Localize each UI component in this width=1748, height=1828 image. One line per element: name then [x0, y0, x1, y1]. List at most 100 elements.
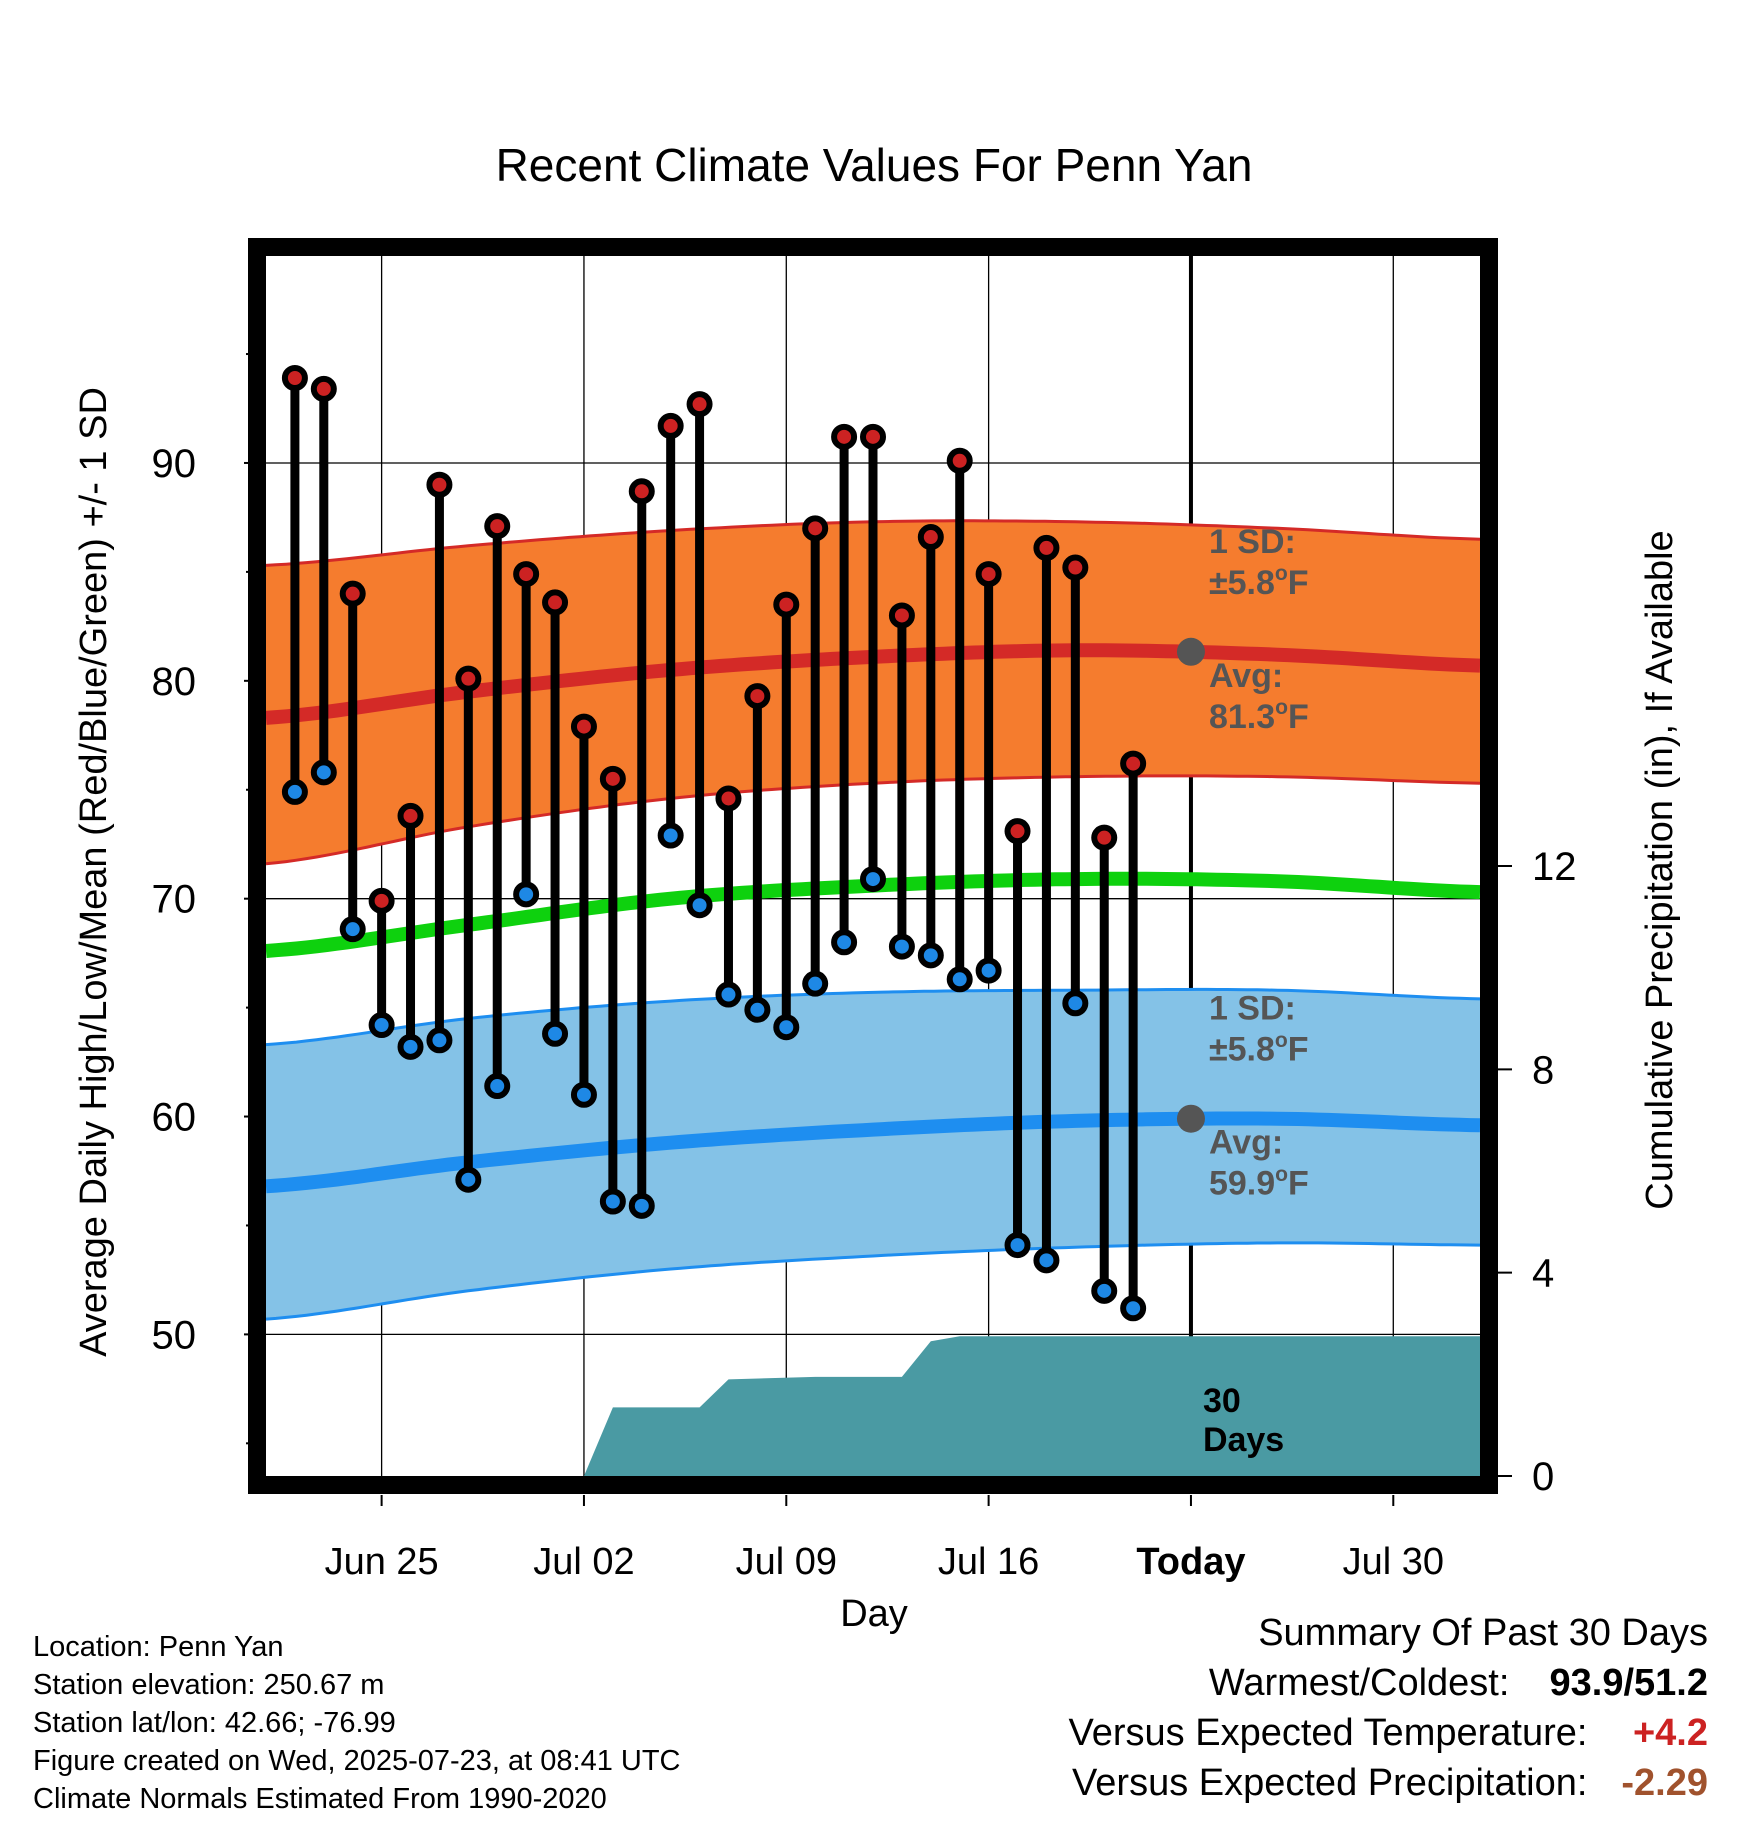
low-point [686, 892, 713, 919]
summary-temp: Versus Expected Temperature: +4.2 [1069, 1708, 1708, 1758]
summary-panel: Summary Of Past 30 Days Warmest/Coldest:… [1069, 1608, 1708, 1808]
low-point [860, 866, 886, 893]
axes: 50 60 70 80 90 0 4 8 12 Jun 25 Jul 02 Jul 09 Jul 16 T… [152, 353, 1577, 1583]
high-point [628, 478, 655, 505]
high-point [744, 683, 771, 710]
summary-title: Summary Of Past 30 Days [1258, 1612, 1708, 1654]
high-sd-value: ±5.8oF [1209, 562, 1309, 602]
low-point [484, 1073, 511, 1100]
high-point [1091, 824, 1118, 851]
high-avg-label: Avg: [1209, 657, 1283, 695]
low-point [310, 759, 337, 786]
x-tick-label: Jul 30 [1343, 1541, 1444, 1583]
low-point [397, 1033, 424, 1060]
low-point [281, 778, 308, 805]
high-point [599, 765, 626, 792]
low-sd-band-lower-edge [265, 1241, 1481, 1321]
x-tick-label: Jul 09 [736, 1541, 837, 1583]
low-avg-label: Avg: [1209, 1124, 1283, 1162]
y2-tick-label: 4 [1532, 1252, 1554, 1296]
high-point [1062, 554, 1089, 581]
high-point [570, 713, 597, 740]
low-point [368, 1012, 395, 1039]
temp-anomaly-value: +4.2 [1632, 1712, 1708, 1754]
precip-anomaly-value: -2.29 [1621, 1762, 1708, 1804]
high-point [715, 785, 742, 812]
high-point [397, 802, 424, 829]
latlon-text: Station lat/lon: 42.66; -76.99 [33, 1707, 396, 1739]
x-tick-label: Today [1136, 1541, 1245, 1583]
temp-anomaly-label: Versus Expected Temperature: [1068, 1712, 1588, 1754]
daily-markers [281, 365, 1147, 1322]
high-point [917, 524, 944, 551]
low-point [426, 1027, 453, 1054]
high-point [686, 391, 713, 418]
x-tick-label: Jun 25 [325, 1541, 439, 1583]
low-point [946, 966, 973, 993]
precipitation-area [584, 1336, 1480, 1476]
low-point [455, 1166, 482, 1193]
high-point [484, 513, 511, 540]
low-sd-band [266, 989, 1480, 1320]
low-point [888, 933, 915, 960]
high-sd-label: 1 SD: [1209, 523, 1296, 561]
high-point [860, 423, 886, 450]
low-point [715, 981, 742, 1008]
daily-range-bars [290, 378, 1138, 1309]
high-point [513, 561, 540, 588]
location-text: Location: Penn Yan [33, 1631, 284, 1663]
low-point [657, 822, 684, 849]
high-point [888, 602, 915, 629]
summary-warm-cold: Warmest/Coldest: 93.9/51.2 [1069, 1658, 1708, 1708]
low-sd-value: ±5.8oF [1209, 1029, 1309, 1069]
y-axis-label: Average Daily High/Low/Mean (Red/Blue/Gr… [73, 387, 115, 1357]
low-avg-value: 59.9oF [1209, 1163, 1309, 1203]
low-sd-label: 1 SD: [1209, 990, 1296, 1028]
y-tick-label: 90 [152, 442, 197, 486]
high-avg-value: 81.3oF [1209, 696, 1309, 736]
y2-tick-label: 0 [1532, 1455, 1554, 1499]
warm-cold-value: 93.9/51.2 [1549, 1662, 1708, 1704]
low-point [599, 1188, 626, 1215]
x-tick-label: Jul 02 [533, 1541, 634, 1583]
days-window-number: 30 [1203, 1382, 1241, 1420]
low-avg-today-marker [1176, 1104, 1205, 1133]
high-point [773, 591, 800, 618]
low-point [1091, 1277, 1118, 1304]
x-tick-label: Jul 16 [938, 1541, 1039, 1583]
high-point [426, 471, 453, 498]
precip-area [584, 1336, 1480, 1476]
warm-cold-label: Warmest/Coldest: [1208, 1662, 1510, 1704]
station-info: Location: Penn Yan Station elevation: 25… [33, 1628, 681, 1818]
high-point [946, 447, 973, 474]
low-point [1033, 1247, 1060, 1274]
plot-frame [248, 238, 1498, 1494]
precip-anomaly-label: Versus Expected Precipitation: [1072, 1762, 1588, 1804]
elevation-text: Station elevation: 250.67 m [33, 1669, 385, 1701]
high-point [368, 887, 395, 914]
low-point [570, 1081, 597, 1108]
high-point [339, 580, 366, 607]
high-point [542, 589, 569, 616]
high-point [802, 515, 829, 542]
high-point [831, 423, 858, 450]
low-point [917, 942, 944, 969]
low-point [802, 970, 829, 997]
high-point [1033, 534, 1060, 561]
y-tick-label: 60 [152, 1096, 197, 1140]
high-point [1004, 818, 1031, 845]
normals-text: Climate Normals Estimated From 1990-2020 [33, 1783, 607, 1815]
x-axis-label: Day [840, 1593, 908, 1635]
high-point [310, 375, 337, 402]
chart-title: Recent Climate Values For Penn Yan [496, 139, 1253, 191]
high-point [1120, 750, 1147, 777]
created-text: Figure created on Wed, 2025-07-23, at 08… [33, 1745, 681, 1777]
low-point [1062, 990, 1089, 1017]
low-point [513, 881, 540, 908]
y-tick-label: 70 [152, 878, 197, 922]
high-point [455, 665, 482, 692]
summary-precip: Versus Expected Precipitation: -2.29 [1069, 1758, 1708, 1808]
low-point [1120, 1295, 1147, 1322]
high-point [975, 561, 1002, 588]
low-point [975, 957, 1002, 984]
